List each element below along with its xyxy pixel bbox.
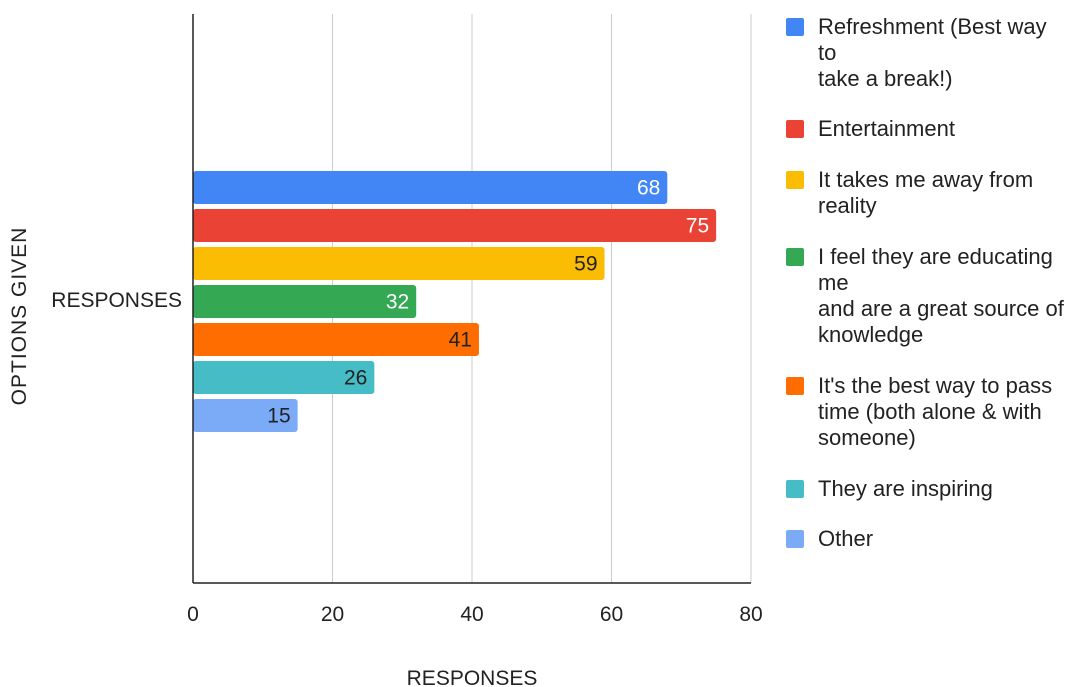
legend-swatch [786, 377, 804, 395]
x-tick-label: 20 [321, 603, 344, 626]
bars: 68 75 59 32 41 26 15 [193, 171, 717, 432]
legend-item-educating: I feel they are educating me and are a g… [786, 244, 1066, 348]
legend: Refreshment (Best way to take a break!) … [786, 14, 1066, 552]
x-tick-label: 60 [600, 603, 623, 626]
legend-label: It takes me away from reality [818, 167, 1034, 218]
bar-value-label: 68 [637, 177, 660, 200]
x-tick-label: 80 [739, 603, 762, 626]
bar-value-label: 41 [449, 329, 472, 352]
legend-item-inspiring: They are inspiring [786, 476, 1066, 502]
legend-item-refreshment: Refreshment (Best way to take a break!) [786, 14, 1066, 92]
axes [192, 14, 751, 584]
legend-label: I feel they are educating me and are a g… [818, 244, 1064, 347]
legend-label: Other [818, 526, 874, 551]
bar-value-label: 75 [686, 215, 709, 238]
bar [193, 361, 375, 394]
legend-swatch [786, 171, 804, 189]
bar [193, 399, 298, 432]
legend-label: They are inspiring [818, 476, 993, 501]
bar-value-label: 15 [267, 405, 290, 428]
x-axis-title: RESPONSES [407, 667, 538, 687]
bar [193, 323, 479, 356]
bar [193, 209, 717, 242]
legend-item-other: Other [786, 526, 1066, 552]
legend-swatch [786, 480, 804, 498]
legend-item-pass-time: It's the best way to pass time (both alo… [786, 373, 1066, 451]
bar [193, 247, 605, 280]
bar [193, 285, 417, 318]
bar [193, 171, 668, 204]
legend-swatch [786, 120, 804, 138]
x-tick-label: 0 [187, 603, 199, 626]
legend-swatch [786, 248, 804, 266]
bar-value-label: 32 [386, 291, 409, 314]
bar-value-label: 59 [574, 253, 597, 276]
y-axis-title: OPTIONS GIVEN [8, 227, 31, 406]
bar-value-label: 26 [344, 367, 367, 390]
legend-swatch [786, 530, 804, 548]
legend-swatch [786, 18, 804, 36]
y-category-label: RESPONSES [51, 289, 182, 312]
legend-label: Refreshment (Best way to take a break!) [818, 14, 1047, 91]
legend-item-away-from-reality: It takes me away from reality [786, 167, 1066, 219]
legend-item-entertainment: Entertainment [786, 116, 1066, 142]
legend-label: It's the best way to pass time (both alo… [818, 373, 1053, 450]
x-tick-label: 40 [460, 603, 483, 626]
x-tick-labels: 0 20 40 60 80 [187, 603, 763, 626]
legend-label: Entertainment [818, 116, 955, 141]
